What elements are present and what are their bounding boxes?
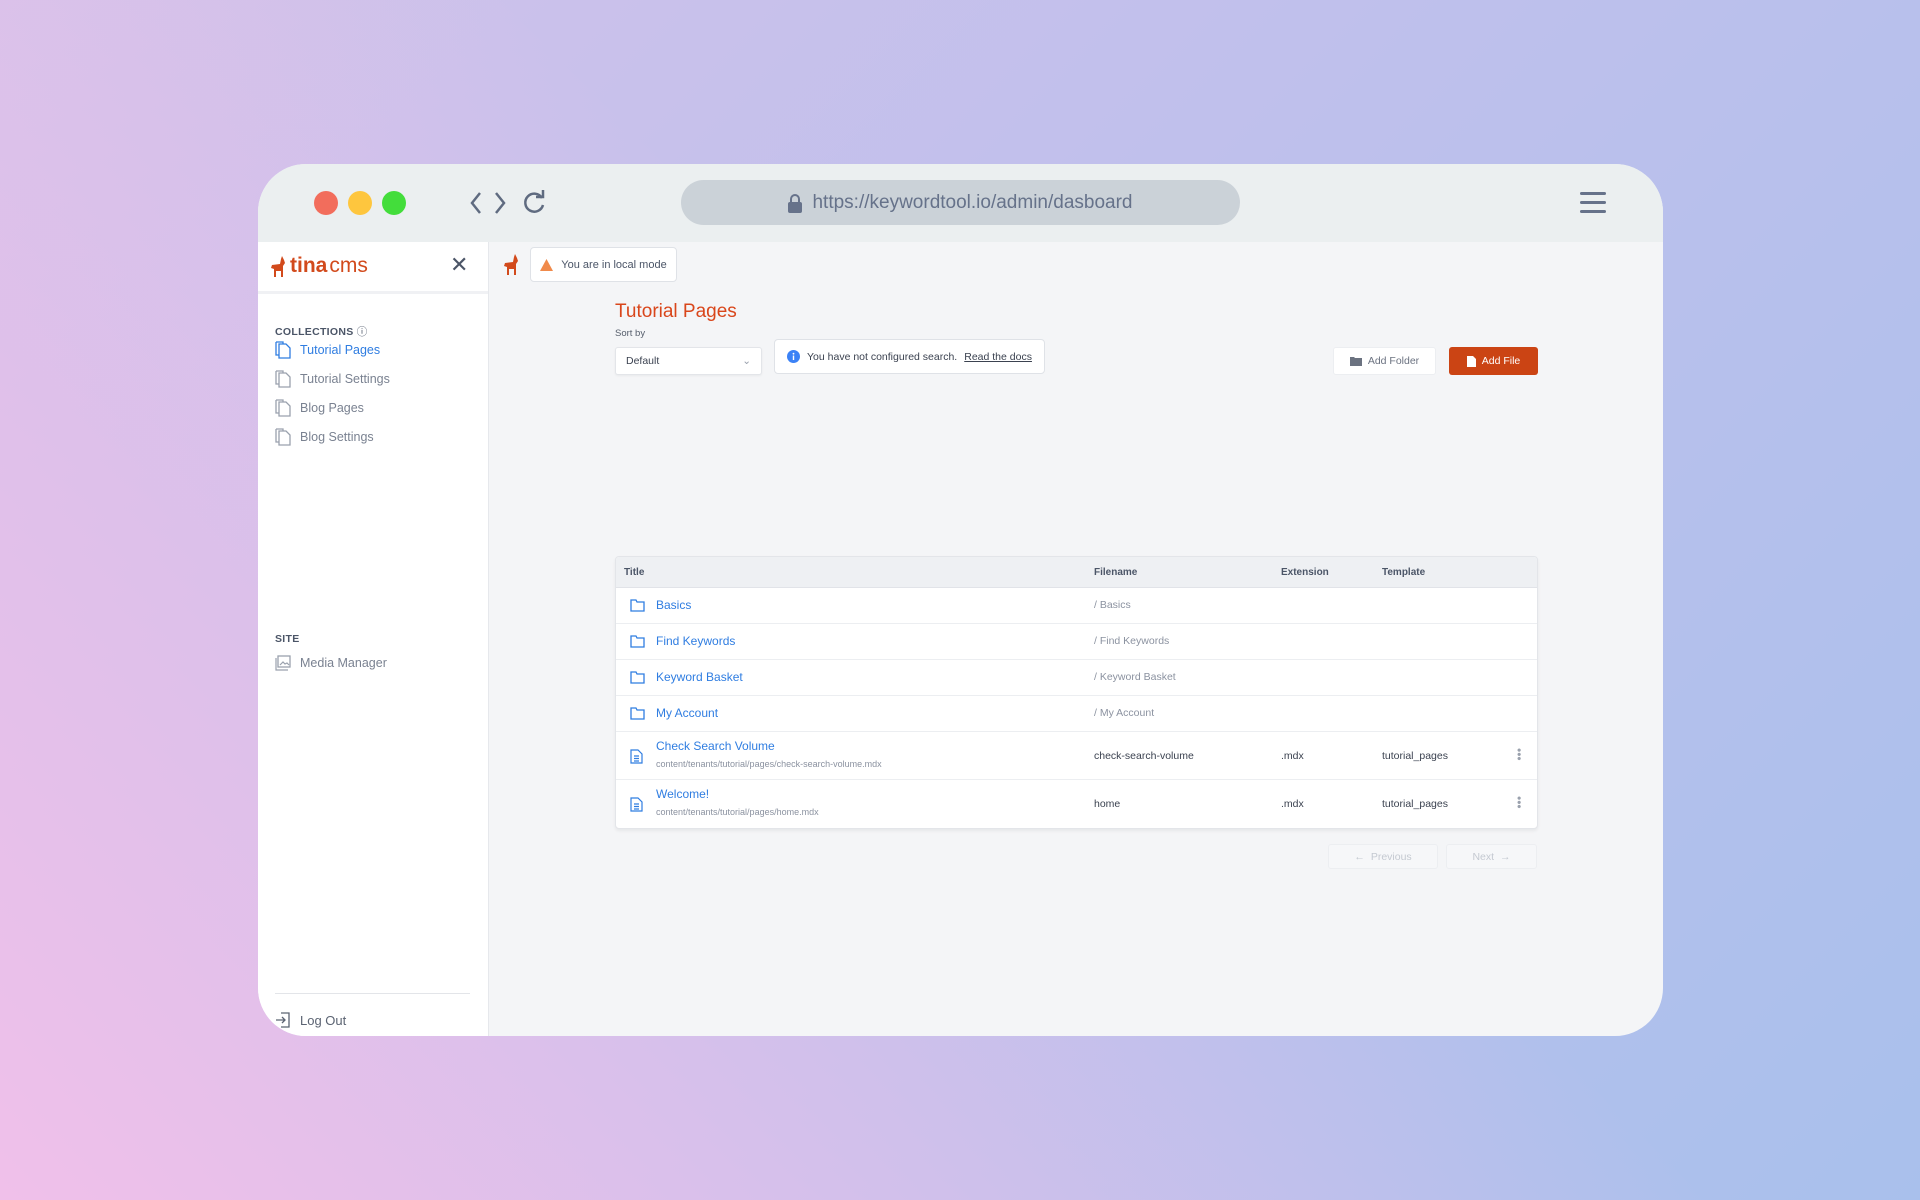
info-icon: ⓘ [356, 326, 368, 338]
folder-icon [630, 707, 645, 720]
folder-icon [1349, 357, 1362, 366]
more-options-icon[interactable]: ••• [1512, 748, 1526, 761]
table-row[interactable]: My Account / My Account [616, 696, 1537, 732]
previous-page-button[interactable]: ← Previous [1328, 844, 1438, 869]
sidebar-item-tutorial-settings[interactable]: Tutorial Settings [275, 370, 390, 388]
address-bar[interactable]: https://keywordtool.io/admin/dasboard [681, 180, 1240, 225]
browser-toolbar: https://keywordtool.io/admin/dasboard [258, 164, 1663, 242]
sort-label: Sort by [615, 328, 646, 339]
divider [275, 993, 470, 994]
documents-icon [275, 370, 291, 388]
sidebar-item-media-manager[interactable]: Media Manager [275, 655, 387, 671]
read-docs-link[interactable]: Read the docs [964, 350, 1032, 363]
local-mode-badge: You are in local mode [530, 247, 677, 282]
lock-icon [788, 193, 803, 213]
table-row[interactable]: Check Search Volume content/tenants/tutor… [616, 732, 1537, 780]
reload-icon[interactable] [521, 190, 547, 216]
sidebar-item-blog-settings[interactable]: Blog Settings [275, 428, 374, 446]
logout-icon [276, 1012, 290, 1028]
collections-heading: COLLECTIONS ⓘ [275, 326, 368, 338]
folder-icon [630, 671, 645, 684]
table-row[interactable]: Basics / Basics [616, 588, 1537, 624]
main-content: You are in local mode Tutorial Pages Sor… [490, 242, 1663, 1036]
more-options-icon[interactable]: ••• [1512, 796, 1526, 809]
next-page-button[interactable]: Next → [1446, 844, 1537, 869]
arrow-left-icon: ← [1354, 850, 1365, 863]
documents-icon [275, 341, 291, 359]
table-row[interactable]: Welcome! content/tenants/tutorial/pages/h… [616, 780, 1537, 828]
close-sidebar-button[interactable]: ✕ [450, 252, 469, 277]
minimize-window-button[interactable] [348, 191, 372, 215]
llama-icon [271, 256, 285, 277]
tinacms-logo: tina cms [270, 254, 368, 278]
sidebar: tina cms ✕ COLLECTIONS ⓘ Tutorial Pages T… [258, 242, 489, 1036]
image-icon [275, 655, 291, 671]
url-text: https://keywordtool.io/admin/dasboard [812, 191, 1133, 213]
close-window-button[interactable] [314, 191, 338, 215]
folder-icon [630, 599, 645, 612]
site-heading: SITE [275, 633, 300, 645]
file-icon [1466, 355, 1476, 367]
sidebar-item-tutorial-pages[interactable]: Tutorial Pages [275, 341, 380, 359]
back-forward-icon[interactable] [468, 191, 508, 215]
sort-select[interactable]: Default ⌄ [615, 347, 762, 375]
sidebar-item-blog-pages[interactable]: Blog Pages [275, 399, 364, 417]
content-table: Title Filename Extension Template Basics… [615, 556, 1538, 829]
documents-icon [275, 399, 291, 417]
add-file-button[interactable]: Add File [1449, 347, 1538, 375]
table-header: Title Filename Extension Template [616, 557, 1537, 588]
llama-icon [504, 254, 518, 275]
page-title: Tutorial Pages [615, 301, 737, 322]
chevron-down-icon: ⌄ [742, 355, 751, 367]
arrow-right-icon: → [1500, 850, 1511, 863]
documents-icon [275, 428, 291, 446]
folder-icon [630, 635, 645, 648]
menu-icon[interactable] [1580, 192, 1606, 219]
browser-window: https://keywordtool.io/admin/dasboard ti… [258, 164, 1663, 1036]
document-icon [630, 797, 643, 812]
document-icon [630, 749, 643, 764]
table-row[interactable]: Keyword Basket / Keyword Basket [616, 660, 1537, 696]
logout-button[interactable]: Log Out [275, 1012, 346, 1028]
add-folder-button[interactable]: Add Folder [1333, 347, 1436, 375]
info-icon [787, 350, 800, 363]
search-notice: You have not configured search. Read the … [774, 339, 1045, 374]
maximize-window-button[interactable] [382, 191, 406, 215]
warning-icon [540, 258, 554, 271]
table-row[interactable]: Find Keywords / Find Keywords [616, 624, 1537, 660]
